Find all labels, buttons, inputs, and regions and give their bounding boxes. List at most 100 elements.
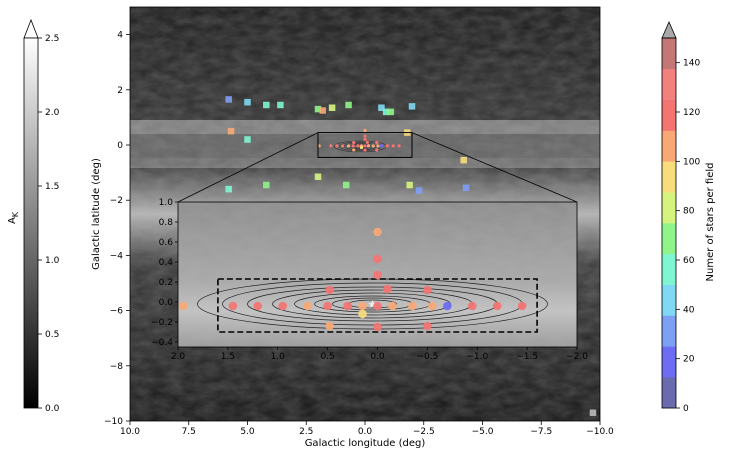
inset-y-ticks: 1.0 0.8 0.6 0.4 0.2 0.0 −0.2 −0.4: [151, 198, 178, 348]
main-x-tick-label: 5.0: [240, 427, 255, 437]
field-marker: [277, 101, 284, 109]
field-marker: [244, 98, 251, 106]
field-marker-small: [363, 128, 367, 133]
field-marker-small: [379, 144, 384, 148]
field-marker-small: [363, 148, 367, 152]
main-x-ticks: 10.0 7.5 5.0 2.5 0.0 −2.5 −5.0 −7.5 −10.0: [120, 421, 614, 437]
field-marker-small: [363, 134, 367, 138]
colorbar-stars-segment: [662, 284, 676, 316]
colorbar-stars-segment: [662, 99, 676, 131]
colorbar-stars-tick-label: 140: [683, 59, 700, 69]
field-marker: [263, 101, 270, 109]
galactic-center-marker: ★: [368, 298, 378, 311]
field-marker: [462, 184, 470, 192]
colorbar-ak-tick-label: 1.5: [45, 182, 59, 192]
main-contour: [343, 142, 377, 151]
colorbar-ak-label-sub: K: [11, 211, 20, 217]
main-x-tick-label: −10.0: [586, 427, 614, 437]
main-y-tick-label: −8: [110, 362, 124, 372]
colorbar-stars: 0 20 40 60 80 100 120 140 Numer of stars per fi…: [661, 21, 716, 414]
colorbar-stars-tick-label: 100: [683, 157, 700, 167]
colorbar-ak-tick-label: 0.0: [45, 404, 60, 414]
field-marker: [408, 103, 416, 110]
field-marker: [415, 187, 423, 194]
inset-field-marker: [388, 301, 397, 311]
inset-field-marker: [278, 301, 288, 311]
inset-field-marker: [492, 301, 502, 311]
field-marker: [314, 173, 322, 180]
field-marker-small: [375, 140, 379, 145]
field-marker: [319, 107, 326, 114]
colorbar-stars-segment: [662, 130, 676, 162]
inset-field-marker: [373, 227, 382, 237]
inset-field-marker: [428, 301, 437, 311]
inset-x-tick-label: −1.5: [516, 352, 538, 362]
main-x-tick-label: −7.5: [530, 427, 552, 437]
inset-y-tick-label: −0.2: [151, 318, 173, 328]
field-marker-small: [363, 144, 367, 148]
field-marker-small: [376, 144, 380, 148]
field-marker-small: [346, 144, 351, 148]
colorbar-ak-label: AK: [7, 211, 20, 224]
zoom-connector-right: [411, 132, 578, 203]
zoom-connector-left: [177, 132, 319, 203]
colorbar-ak-tick-label: 0.5: [45, 330, 59, 340]
main-y-tick-label: 2: [117, 86, 123, 96]
main-x-tick-label: 0.0: [358, 427, 373, 437]
main-x-tick-label: −2.5: [413, 427, 435, 437]
field-marker-small: [375, 148, 379, 152]
inset-field-marker: [325, 285, 334, 295]
inset-field-marker: [443, 301, 452, 311]
colorbar-ak-bar: [23, 37, 39, 409]
colorbar-stars-label: Numer of stars per field: [705, 163, 716, 282]
inset-field-marker: [325, 321, 334, 331]
main-x-tick-label: 2.5: [299, 427, 313, 437]
inset-dashed-box: [217, 278, 538, 333]
inset-y-tick-label: −0.4: [151, 338, 173, 348]
colorbar-stars-tick-label: 0: [683, 404, 689, 414]
colorbar-stars-extend: [661, 21, 677, 39]
field-marker-small: [329, 144, 333, 148]
inset-field-marker: [383, 284, 392, 294]
colorbar-stars-segment: [662, 346, 676, 378]
inset-field-marker: [408, 301, 417, 311]
inset-x-tick-label: −2.0: [566, 352, 588, 362]
field-marker: [345, 101, 352, 109]
colorbar-stars-tick-label: 20: [683, 355, 695, 365]
inset-x-ticks: 2.0 1.5 1.0 0.5 0.0 −0.5 −1.0 −1.5 −2.0: [171, 347, 588, 362]
main-x-tick-label: 7.5: [182, 427, 196, 437]
inset-y-tick-label: 0.6: [159, 238, 174, 248]
colorbar-stars-segment: [662, 161, 676, 193]
inset-field-marker: [358, 309, 367, 319]
field-marker: [227, 127, 235, 135]
inset-x-tick-label: 2.0: [171, 352, 186, 362]
inset-y-tick-label: 0.4: [159, 258, 174, 268]
inset-x-tick-label: 0.0: [370, 352, 385, 362]
inset-field-marker: [373, 254, 382, 264]
inset-field-marker: [228, 301, 238, 311]
colorbar-stars-ticks: 0 20 40 60 80 100 120 140: [676, 59, 700, 414]
field-marker: [328, 104, 336, 111]
field-marker: [314, 105, 322, 113]
field-marker-small: [359, 145, 364, 150]
colorbar-stars-segment: [662, 223, 676, 255]
field-marker-small: [366, 144, 371, 148]
field-marker-small: [391, 144, 395, 148]
field-marker-small: [351, 144, 355, 148]
colorbar-ak-tick-label: 2.5: [45, 34, 59, 44]
field-marker-small: [365, 140, 369, 144]
inset-field-marker: [323, 301, 332, 311]
field-marker-small: [363, 137, 367, 142]
colorbar-stars-frame: [661, 37, 677, 409]
main-x-tick-label: −5.0: [472, 427, 494, 437]
main-y-tick-label: 0: [117, 141, 123, 151]
inset-x-tick-label: −1.0: [466, 352, 488, 362]
main-y-label: Galactic latitude (deg): [91, 158, 102, 270]
inset-y-tick-label: 0.8: [159, 218, 174, 228]
inset-field-marker: [253, 301, 263, 311]
inset-field-marker: [373, 322, 382, 332]
inset-field-marker: [423, 321, 432, 331]
field-marker: [406, 181, 413, 189]
colorbar-stars-segment: [662, 38, 676, 70]
